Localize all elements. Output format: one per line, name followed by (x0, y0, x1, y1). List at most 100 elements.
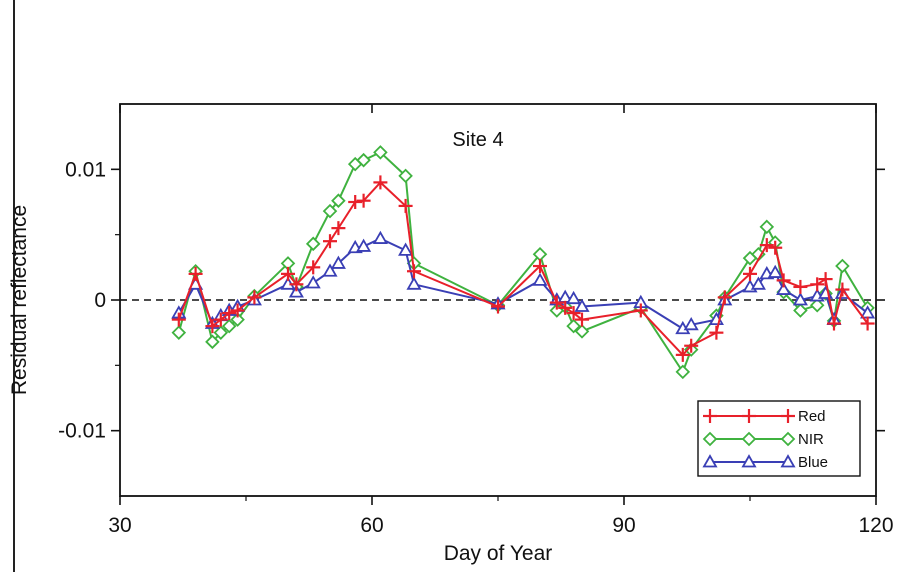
data-point-red (810, 277, 825, 292)
data-point-blue (322, 263, 338, 277)
data-point-red (776, 273, 791, 288)
legend-marker (741, 454, 757, 468)
data-point-red (759, 238, 774, 253)
data-point-blue (574, 298, 590, 312)
x-tick-label: 90 (612, 514, 635, 537)
data-point-red (827, 316, 841, 331)
legend-item-red: Red (703, 408, 826, 425)
data-point-red (289, 277, 304, 292)
data-point-blue (750, 276, 766, 290)
y-tick-label: 0.01 (65, 158, 106, 181)
legend-marker (780, 454, 796, 468)
series-red (171, 175, 875, 362)
data-point-nir (793, 303, 808, 318)
data-point-red (213, 312, 228, 327)
data-point-red (331, 221, 346, 236)
data-point-red (188, 266, 203, 281)
data-point-red (709, 325, 724, 340)
x-tick-label: 120 (858, 514, 893, 537)
data-point-red (491, 299, 505, 314)
legend-marker (780, 431, 796, 447)
data-point-red (533, 259, 547, 274)
legend-label: NIR (798, 431, 824, 448)
data-point-blue (776, 281, 792, 295)
data-point-blue (288, 284, 304, 298)
series-nir (171, 145, 875, 380)
data-point-red (205, 319, 220, 334)
data-point-red (793, 279, 808, 294)
y-tick-label: 0 (94, 289, 106, 312)
data-point-red (549, 295, 564, 310)
series-line-red (177, 181, 869, 356)
data-point-blue (406, 276, 422, 290)
data-point-nir (566, 318, 581, 334)
legend-marker (703, 409, 717, 423)
data-point-blue (532, 272, 548, 286)
data-point-blue (792, 292, 808, 306)
data-point-red (860, 316, 875, 331)
data-point-red (558, 300, 573, 315)
series-layer (171, 145, 876, 380)
series-line-blue (177, 237, 869, 330)
data-point-red (575, 312, 589, 327)
x-axis-title: Day of Year (444, 542, 553, 565)
data-point-red (818, 272, 833, 287)
x-tick-label: 30 (108, 514, 131, 537)
data-point-nir (213, 325, 229, 340)
legend-marker (742, 409, 756, 423)
data-point-blue (398, 242, 414, 256)
data-point-blue (566, 290, 582, 305)
data-point-nir (205, 334, 220, 350)
data-point-blue (305, 275, 321, 289)
legend-marker (741, 431, 757, 447)
data-point-nir (759, 219, 775, 235)
legend-label: Red (798, 408, 826, 425)
data-point-nir (373, 145, 388, 160)
data-point-blue (372, 230, 388, 244)
data-point-red (633, 303, 648, 318)
x-tick-label: 60 (360, 514, 383, 537)
data-point-red (222, 306, 237, 321)
data-point-blue (683, 317, 699, 331)
legend-item-blue: Blue (702, 454, 828, 471)
data-point-nir (331, 193, 346, 208)
data-point-red (768, 240, 783, 255)
y-axis-title: Residual reflectance (8, 205, 31, 395)
data-point-blue (356, 238, 372, 252)
data-point-red (348, 195, 363, 209)
data-point-red (171, 312, 186, 327)
data-point-red (323, 234, 337, 249)
data-point-red (407, 264, 421, 279)
data-point-nir (398, 168, 413, 184)
data-point-nir (835, 258, 850, 274)
data-point-nir (809, 297, 825, 313)
data-point-nir (322, 203, 338, 219)
data-point-nir (675, 364, 691, 380)
data-point-blue (767, 264, 783, 278)
legend-marker (702, 454, 718, 468)
data-point-red (717, 290, 732, 305)
data-point-red (356, 193, 371, 208)
data-point-red (230, 303, 245, 318)
data-point-nir (574, 324, 590, 339)
data-point-red (306, 260, 321, 275)
legend-label: Blue (798, 454, 828, 471)
axes-layer: 30 60 90 120 -0.01 0 0.01 (58, 104, 894, 537)
data-point-red (398, 198, 413, 213)
chart-title: Site 4 (452, 129, 503, 151)
data-point-red (835, 282, 850, 297)
data-point-red (373, 175, 388, 190)
data-point-red (675, 347, 690, 362)
data-point-red (247, 290, 262, 305)
data-point-nir (305, 236, 321, 252)
data-point-red (743, 266, 757, 281)
data-point-red (566, 306, 581, 321)
data-point-nir (171, 325, 187, 340)
legend-items: Red NIR Blue (702, 408, 828, 471)
legend: Red NIR Blue (697, 400, 861, 477)
legend-marker (781, 409, 795, 423)
data-point-nir (221, 318, 237, 334)
data-point-red (684, 338, 699, 353)
data-point-red (281, 266, 295, 281)
